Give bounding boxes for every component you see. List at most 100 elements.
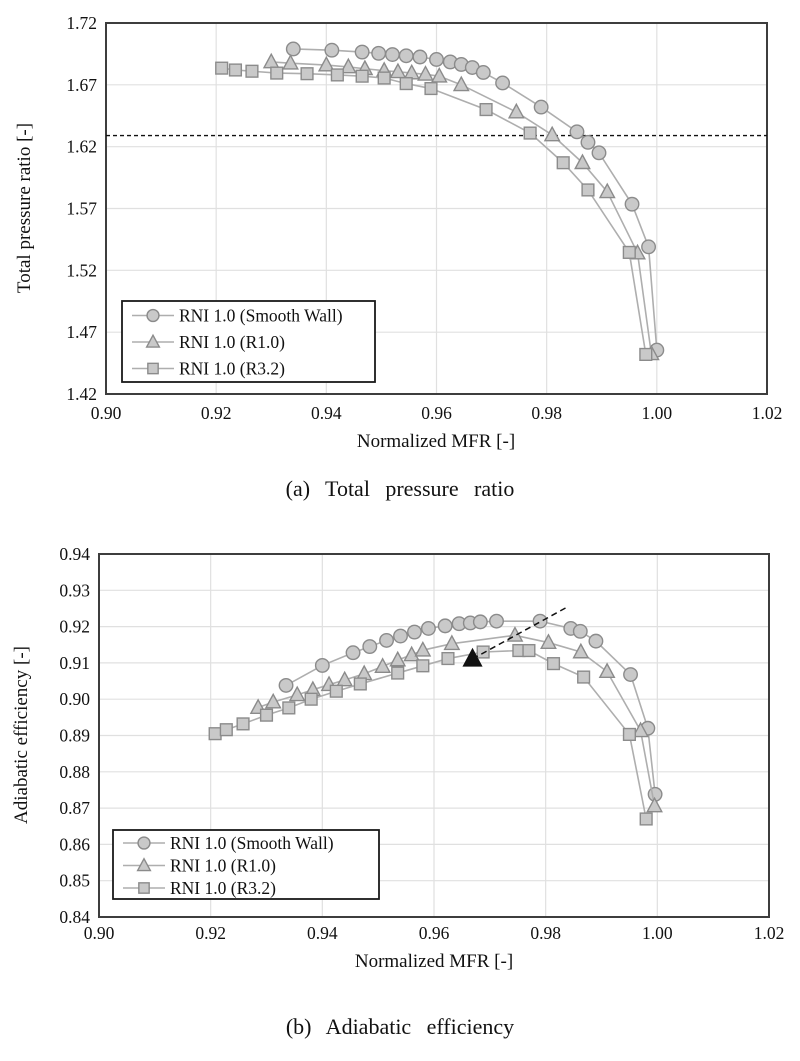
- x-tick-label: 1.00: [642, 923, 673, 943]
- data-point-square: [353, 677, 367, 691]
- data-point-square: [245, 64, 259, 78]
- data-point-circle: [354, 44, 370, 60]
- data-point-square: [300, 67, 314, 81]
- data-point-triangle: [507, 102, 525, 119]
- series-triangle: [249, 626, 663, 813]
- tick-labels: 0.90 0.92 0.94 0.96 0.98 1.00 1.02 1.72 1.67 1.62…: [66, 13, 782, 423]
- legend-item: RNI 1.0 (R3.2): [132, 359, 285, 379]
- data-point-circle: [475, 65, 491, 80]
- data-point-circle: [572, 623, 588, 639]
- y-tick-label: 1.57: [66, 199, 97, 219]
- data-point-circle: [489, 613, 504, 629]
- data-point-square: [523, 126, 537, 140]
- y-tick-label: 0.94: [59, 544, 90, 564]
- data-point-circle: [569, 124, 585, 140]
- data-point-triangle: [414, 640, 432, 657]
- data-point-square: [416, 659, 430, 673]
- data-point-square: [208, 727, 222, 741]
- data-point-triangle: [452, 75, 470, 92]
- data-point-square: [424, 81, 438, 96]
- data-point-circle: [588, 633, 604, 649]
- y-axis-title: Adiabatic efficiency [-]: [11, 646, 32, 824]
- y-tick-label: 0.87: [59, 798, 90, 818]
- data-point-square: [391, 666, 405, 680]
- data-point-triangle: [632, 721, 650, 738]
- y-tick-label: 1.42: [66, 384, 97, 404]
- data-point-square: [330, 68, 344, 82]
- data-point-circle: [495, 75, 511, 91]
- y-tick-label: 0.86: [59, 834, 90, 854]
- x-tick-label: 0.98: [530, 923, 561, 943]
- x-axis-title: Normalized MFR [-]: [357, 431, 515, 452]
- x-tick-label: 0.94: [307, 923, 338, 943]
- data-point-triangle: [339, 57, 357, 74]
- data-point-square: [581, 183, 595, 197]
- caption-total-pressure-ratio: (a) Total pressure ratio: [285, 476, 515, 501]
- plot-border: [105, 22, 768, 395]
- legend-marker-circle: [137, 836, 151, 850]
- y-tick-label: 0.93: [59, 580, 90, 600]
- legend-marker-circle: [146, 308, 160, 323]
- legend-marker-square: [147, 362, 159, 375]
- legend-marker-square: [138, 882, 150, 894]
- legend-label: RNI 1.0 (Smooth Wall): [170, 833, 334, 853]
- caption-adiabatic-efficiency: (b) Adiabatic efficiency: [285, 1014, 515, 1039]
- y-tick-label: 0.85: [59, 871, 90, 891]
- y-tick-label: 0.84: [59, 907, 90, 927]
- x-tick-label: 0.98: [531, 403, 562, 423]
- pressure-ratio-chart: 0.90 0.92 0.94 0.96 0.98 1.00 1.02 1.72 1.67 1.62…: [14, 13, 782, 452]
- x-tick-label: 0.92: [195, 923, 226, 943]
- data-point-circle: [591, 145, 607, 161]
- data-point-circle: [314, 657, 330, 673]
- series-line: [221, 67, 647, 355]
- data-point-circle: [407, 624, 422, 640]
- data-point-triangle: [574, 153, 591, 170]
- data-point-square: [399, 77, 413, 91]
- x-tick-label: 0.90: [91, 403, 122, 423]
- data-point-circle: [384, 47, 400, 62]
- legend-label: RNI 1.0 (R3.2): [179, 359, 285, 379]
- legend-item: RNI 1.0 (R1.0): [132, 332, 285, 352]
- data-point-circle: [580, 134, 596, 150]
- series-square: [215, 61, 653, 362]
- data-point-circle: [532, 613, 548, 629]
- data-point-square: [355, 69, 369, 83]
- annotation-marker: [462, 647, 483, 667]
- data-point-square: [377, 71, 391, 85]
- data-point-square: [282, 701, 296, 715]
- legend: RNI 1.0 (Smooth Wall) RNI 1.0 (R1.0) RNI 1…: [121, 300, 376, 383]
- y-tick-label: 0.90: [59, 689, 90, 709]
- data-point-triangle: [336, 670, 354, 687]
- data-point-triangle: [598, 182, 616, 199]
- data-point-square: [622, 727, 636, 741]
- adiabatic-efficiency-chart: 0.90 0.92 0.94 0.96 0.98 1.00 1.02 0.94 0.93 0.92…: [11, 544, 784, 972]
- x-tick-label: 0.94: [311, 403, 342, 423]
- data-point-square: [639, 347, 653, 362]
- data-point-circle: [324, 42, 340, 58]
- data-point-square: [639, 812, 653, 826]
- plot-border: [98, 553, 770, 918]
- y-tick-label: 1.67: [66, 75, 97, 95]
- data-point-triangle: [540, 633, 557, 650]
- data-point-circle: [393, 628, 408, 644]
- data-point-square: [476, 645, 490, 659]
- data-point-circle: [624, 196, 640, 212]
- y-tick-label: 1.52: [66, 260, 97, 280]
- y-tick-label: 0.91: [59, 653, 90, 673]
- data-point-square: [259, 708, 274, 722]
- legend: RNI 1.0 (Smooth Wall)RNI 1.0 (R1.0)RNI 1…: [112, 829, 380, 900]
- data-point-triangle: [282, 53, 299, 70]
- y-tick-label: 0.88: [59, 762, 90, 782]
- data-point-triangle: [262, 52, 280, 69]
- data-point-circle: [379, 632, 394, 648]
- legend-marker-triangle: [136, 857, 152, 872]
- x-tick-label: 1.00: [642, 403, 673, 423]
- data-point-square: [304, 692, 318, 706]
- legend-label: RNI 1.0 (Smooth Wall): [179, 306, 343, 326]
- x-tick-label: 1.02: [752, 403, 783, 423]
- data-point-square: [622, 245, 636, 259]
- x-tick-label: 0.92: [201, 403, 232, 423]
- x-tick-label: 0.96: [421, 403, 452, 423]
- x-tick-label: 0.96: [419, 923, 450, 943]
- legend-label: RNI 1.0 (R1.0): [179, 332, 285, 352]
